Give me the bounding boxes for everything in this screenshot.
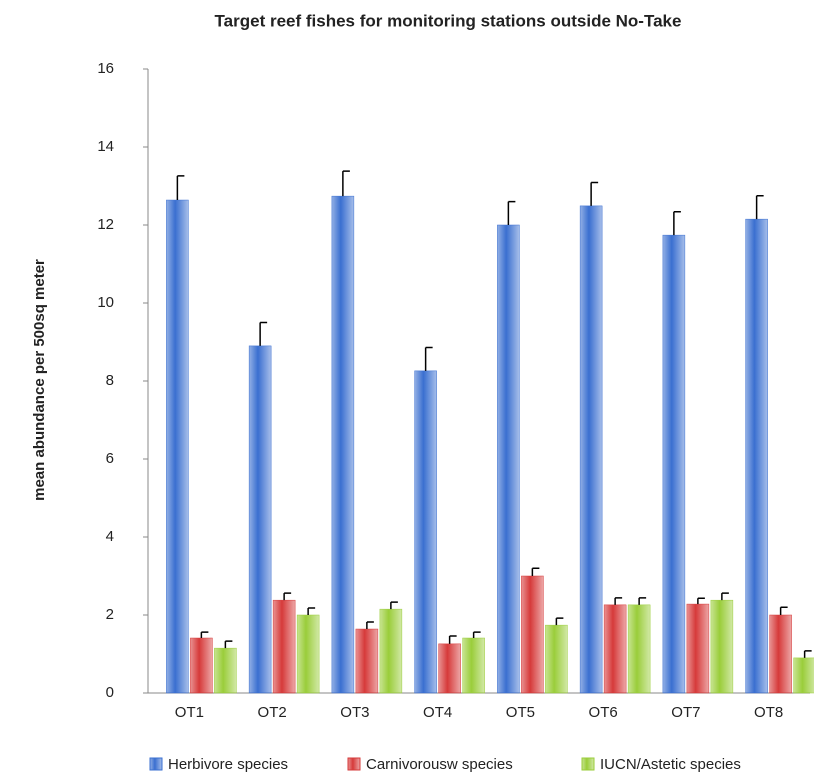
error-bar — [366, 621, 374, 630]
bar — [793, 657, 814, 694]
bar — [214, 647, 237, 694]
error-bar — [755, 195, 764, 220]
x-tick-label: OT8 — [754, 704, 783, 721]
legend-swatch — [581, 757, 595, 771]
bar — [579, 205, 603, 694]
bar — [521, 575, 544, 694]
error-bar — [721, 592, 729, 601]
y-tick-label: 10 — [97, 294, 114, 311]
y-tick-label: 4 — [106, 528, 114, 545]
bar — [190, 637, 213, 694]
bar — [662, 234, 686, 694]
bar — [710, 599, 734, 694]
error-bar — [200, 631, 209, 639]
error-bar — [531, 567, 540, 576]
bar — [438, 643, 461, 694]
error-bar — [224, 640, 233, 649]
bar — [603, 604, 627, 694]
error-bar — [307, 607, 316, 615]
error-bar — [176, 175, 185, 201]
bar — [545, 624, 568, 694]
x-tick-label: OT6 — [589, 704, 618, 721]
bar — [462, 637, 485, 694]
bar — [627, 604, 651, 694]
legend-swatch — [347, 757, 361, 771]
legend-swatch — [149, 757, 163, 771]
x-tick-label: OT4 — [423, 704, 452, 721]
error-bar — [390, 601, 398, 610]
bar — [414, 370, 437, 694]
x-tick-label: OT5 — [506, 704, 535, 721]
bar — [272, 599, 296, 694]
bar — [769, 614, 792, 694]
bar — [379, 608, 403, 694]
y-tick-label: 14 — [97, 138, 114, 155]
error-bar — [555, 617, 564, 626]
error-bar — [779, 606, 788, 615]
error-bar — [614, 597, 623, 605]
error-bar — [472, 631, 481, 639]
error-bar — [590, 181, 599, 206]
chart-title: Target reef fishes for monitoring statio… — [215, 11, 682, 30]
bar — [331, 195, 355, 694]
y-tick-label: 8 — [106, 372, 114, 389]
y-tick-label: 12 — [97, 216, 114, 233]
x-tick-label: OT2 — [258, 704, 287, 721]
legend-label: Herbivore species — [168, 756, 288, 773]
y-tick-label: 2 — [106, 606, 114, 623]
y-tick-label: 6 — [106, 450, 114, 467]
bar — [497, 224, 520, 694]
error-bar — [424, 346, 433, 371]
bar — [248, 345, 272, 694]
legend-label: IUCN/Astetic species — [600, 756, 741, 773]
bar — [296, 614, 320, 694]
error-bar — [259, 321, 268, 346]
bar — [745, 218, 768, 694]
y-tick-label: 0 — [106, 684, 114, 701]
bar — [355, 628, 379, 694]
error-bar — [448, 635, 457, 644]
x-tick-label: OT1 — [175, 704, 204, 721]
error-bar — [507, 200, 516, 225]
x-tick-label: OT3 — [340, 704, 369, 721]
error-bar — [283, 592, 292, 601]
error-bar — [697, 597, 705, 605]
y-tick-label: 16 — [97, 60, 114, 77]
bar — [686, 603, 710, 694]
error-bar — [638, 597, 647, 605]
bar — [166, 199, 189, 694]
x-tick-label: OT7 — [671, 704, 700, 721]
error-bar — [342, 170, 350, 197]
y-axis-label: mean abundance per 500sq meter — [31, 259, 48, 501]
error-bar — [673, 210, 681, 236]
error-bar — [803, 650, 812, 658]
legend-label: Carnivorousw species — [366, 756, 513, 773]
